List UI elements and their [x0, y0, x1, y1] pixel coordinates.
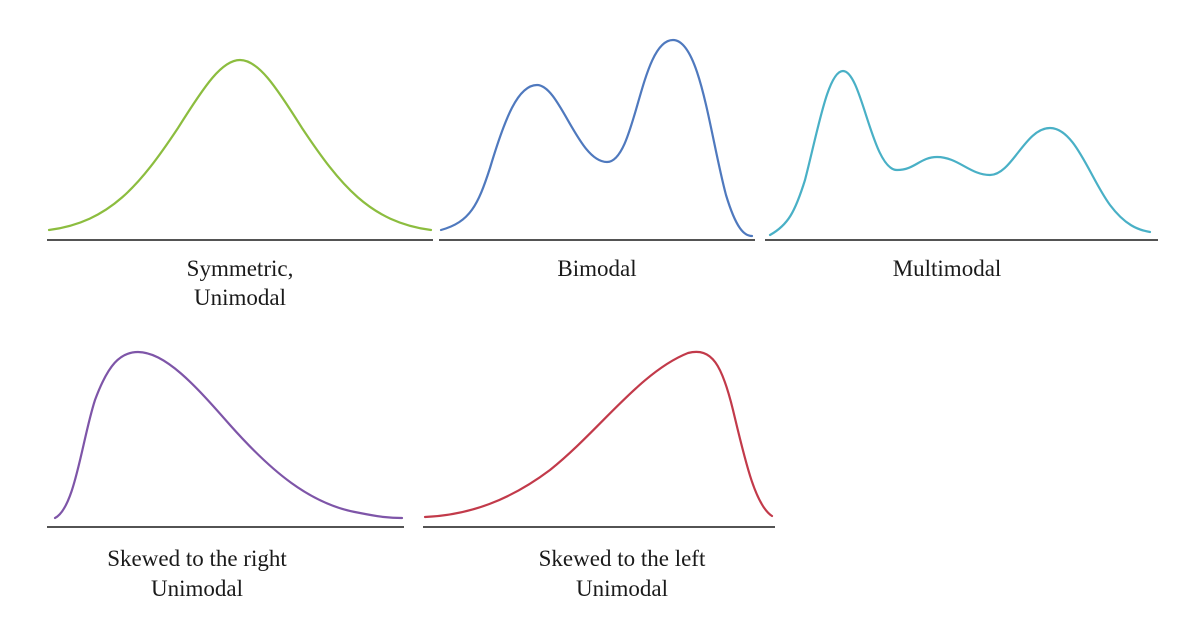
symmetric-unimodal-label-line-2: Unimodal — [194, 285, 286, 310]
skewed-left-label-line-2: Unimodal — [576, 576, 668, 601]
panel-skewed-right: Skewed to the right Unimodal — [47, 350, 404, 601]
skewed-left-curve — [423, 350, 774, 519]
skewed-right-curve — [53, 350, 404, 520]
symmetric-unimodal-curve — [47, 58, 433, 232]
panel-symmetric-unimodal: Symmetric, Unimodal — [47, 58, 433, 310]
bimodal-curve — [439, 38, 754, 238]
skewed-left-label-line-1: Skewed to the left — [539, 546, 706, 571]
panel-multimodal: Multimodal — [765, 69, 1158, 281]
multimodal-label: Multimodal — [893, 256, 1002, 281]
symmetric-unimodal-label-line-1: Symmetric, — [187, 256, 294, 281]
multimodal-curve — [768, 69, 1152, 237]
skewed-right-label-line-1: Skewed to the right — [107, 546, 287, 571]
skewed-right-label-line-2: Unimodal — [151, 576, 243, 601]
bimodal-label: Bimodal — [557, 256, 636, 281]
panel-bimodal: Bimodal — [439, 38, 755, 281]
panel-skewed-left: Skewed to the left Unimodal — [423, 350, 775, 601]
